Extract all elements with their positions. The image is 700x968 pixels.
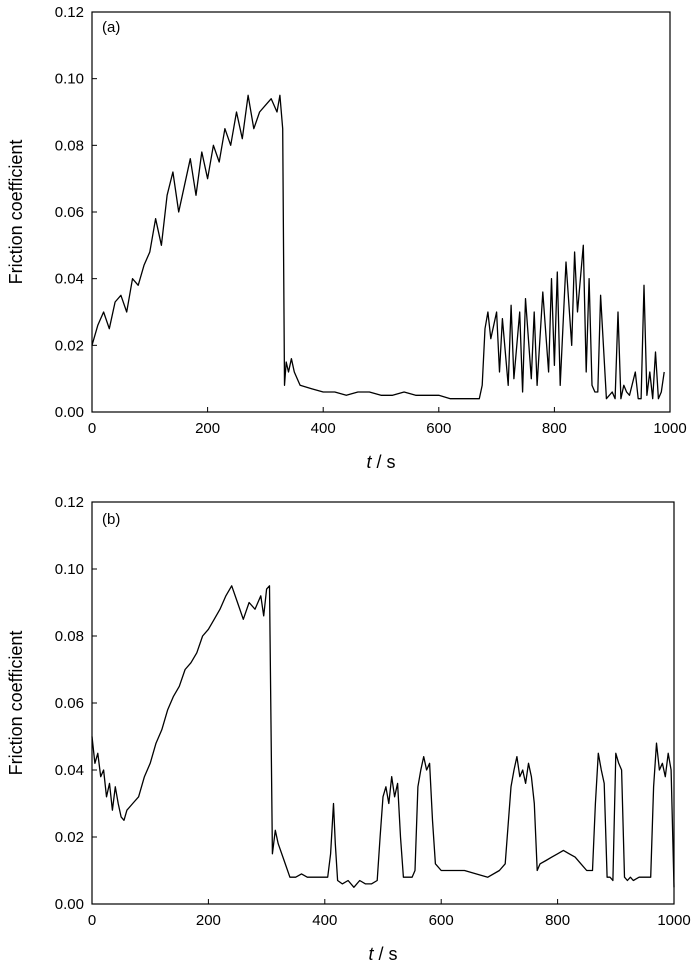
panel-label-a: (a) [102, 19, 120, 36]
plot-frame-b [91, 501, 675, 905]
x-tick-label: 600 [429, 912, 454, 929]
y-axis-label-b: Friction coefficient [6, 631, 26, 776]
x-axis-ticks-b: 0 200 400 600 800 1000 [88, 899, 691, 929]
series-line-a [91, 94, 665, 400]
x-axis-label-b-italic: t [368, 944, 374, 964]
y-tick-label: 0.04 [55, 271, 84, 288]
x-axis-label-b: t / s [368, 944, 397, 964]
x-tick-label: 1000 [657, 912, 690, 929]
x-tick-label: 0 [88, 912, 96, 929]
x-tick-label: 400 [312, 912, 337, 929]
y-tick-label: 0.12 [55, 494, 84, 511]
x-axis-label-a-italic: t [366, 452, 372, 472]
x-tick-label: 800 [545, 912, 570, 929]
y-tick-label: 0.00 [55, 896, 84, 913]
y-tick-label: 0.08 [55, 628, 84, 645]
y-axis-ticks-b: 0.00 0.02 0.04 0.06 0.08 0.10 0.12 [55, 494, 97, 913]
chart-panel-a: 0.00 0.02 0.04 0.06 0.08 0.10 0.12 0 200 400 600 8… [6, 4, 687, 472]
y-tick-label: 0.04 [55, 762, 84, 779]
series-line-b [91, 585, 675, 888]
y-tick-label: 0.00 [55, 404, 84, 421]
y-tick-label: 0.06 [55, 204, 84, 221]
x-tick-label: 0 [88, 420, 96, 437]
y-tick-label: 0.02 [55, 337, 84, 354]
x-axis-label-a-unit: / s [372, 452, 396, 472]
x-tick-label: 400 [311, 420, 336, 437]
x-tick-label: 200 [196, 912, 221, 929]
x-axis-label-b-unit: / s [374, 944, 398, 964]
x-tick-label: 800 [542, 420, 567, 437]
y-tick-label: 0.06 [55, 695, 84, 712]
x-axis-ticks-a: 0 200 400 600 800 1000 [88, 407, 687, 437]
x-axis-label-a: t / s [366, 452, 395, 472]
y-axis-ticks-a: 0.00 0.02 0.04 0.06 0.08 0.10 0.12 [55, 4, 97, 421]
panel-label-b: (b) [102, 511, 120, 528]
y-tick-label: 0.02 [55, 829, 84, 846]
y-tick-label: 0.12 [55, 4, 84, 21]
x-tick-label: 1000 [653, 420, 686, 437]
y-tick-label: 0.10 [55, 561, 84, 578]
y-axis-label-a: Friction coefficient [6, 140, 26, 285]
y-tick-label: 0.08 [55, 137, 84, 154]
x-tick-label: 600 [426, 420, 451, 437]
chart-panel-b: 0.00 0.02 0.04 0.06 0.08 0.10 0.12 0 200 400 600 8… [6, 494, 691, 964]
y-tick-label: 0.10 [55, 71, 84, 88]
x-tick-label: 200 [195, 420, 220, 437]
